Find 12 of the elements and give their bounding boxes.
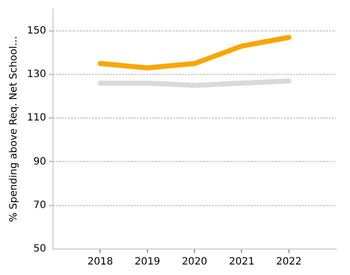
- y-tick-label: 70: [33, 200, 46, 211]
- x-tick-label: 2022: [276, 256, 302, 268]
- y-tick-label: 130: [26, 69, 46, 80]
- x-tick-label: 2019: [134, 256, 160, 268]
- x-tick-label: 2018: [88, 256, 113, 268]
- x-tick-label: 2020: [182, 256, 208, 268]
- y-axis-title: % Spending above Req. Net School…: [8, 36, 20, 222]
- x-tick-label: 2021: [228, 256, 254, 268]
- y-tick-label: 50: [33, 244, 46, 255]
- y-tick-label: 90: [33, 156, 46, 168]
- y-tick-label: 110: [26, 112, 46, 124]
- y-tick-label: 150: [26, 25, 46, 36]
